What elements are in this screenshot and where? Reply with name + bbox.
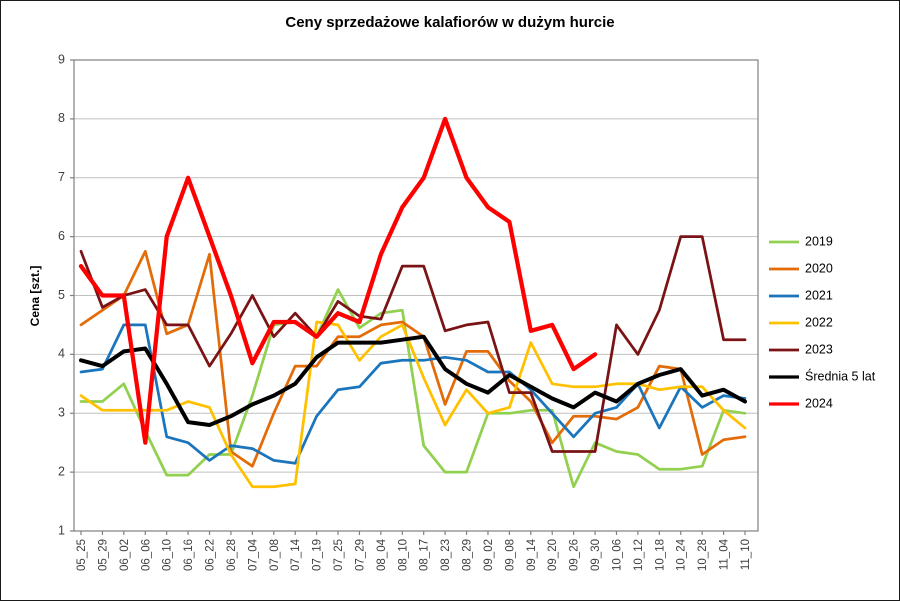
x-tick-label: 06_22 <box>205 539 217 571</box>
series-line-2019 <box>79 288 747 489</box>
chart-title: Ceny sprzedażowe kalafiorów w dużym hurc… <box>285 14 615 31</box>
x-tick-label: 05_29 <box>97 539 109 571</box>
series-line-średnia-5-lat <box>79 334 747 427</box>
x-tick-label: 08_23 <box>440 539 452 571</box>
x-tick-label: 07_25 <box>333 539 345 571</box>
x-tick-label: 07_04 <box>247 538 259 571</box>
x-tick-label: 06_10 <box>162 539 174 571</box>
x-tick-label: 09_02 <box>483 539 495 571</box>
x-tick-label: 07_08 <box>269 539 281 571</box>
x-tick-label: 10_24 <box>676 538 688 571</box>
y-tick-label: 3 <box>58 406 65 420</box>
x-tick-label: 06_16 <box>183 539 195 571</box>
legend-label-2022: 2022 <box>805 315 833 329</box>
legend-label-2021: 2021 <box>805 288 833 302</box>
x-tick-label: 06_02 <box>119 539 131 571</box>
y-tick-label: 9 <box>58 52 65 66</box>
x-tick-label: 09_08 <box>504 539 516 571</box>
y-tick-label: 5 <box>58 288 65 302</box>
x-tick-label: 11_10 <box>740 539 752 570</box>
x-tick-label: 08_04 <box>376 538 388 571</box>
y-tick-label: 2 <box>58 464 65 478</box>
y-tick-label: 7 <box>58 170 65 184</box>
y-tick-label: 8 <box>58 111 65 125</box>
x-tick-label: 11_04 <box>719 538 731 570</box>
x-tick-label: 07_14 <box>290 538 302 571</box>
x-tick-label: 08_29 <box>462 539 474 571</box>
y-tick-label: 6 <box>58 229 65 243</box>
x-tick-label: 09_30 <box>590 539 602 571</box>
y-tick-label: 4 <box>58 347 65 361</box>
x-tick-label: 10_12 <box>633 539 645 571</box>
x-tick-label: 10_18 <box>654 539 666 571</box>
x-tick-label: 10_28 <box>697 539 709 571</box>
legend-label-2020: 2020 <box>805 261 833 275</box>
x-tick-label: 09_14 <box>526 538 538 571</box>
series-line-2020 <box>79 249 747 468</box>
series-line-2024 <box>78 116 598 445</box>
x-tick-label: 08_17 <box>419 539 431 571</box>
series-line-2022 <box>79 320 747 489</box>
x-tick-label: 08_10 <box>397 539 409 571</box>
y-tick-label: 1 <box>58 523 65 537</box>
x-tick-label: 10_06 <box>611 539 623 571</box>
legend-label-2023: 2023 <box>805 342 833 356</box>
x-tick-label: 06_28 <box>226 539 238 571</box>
x-tick-label: 07_19 <box>312 539 324 571</box>
x-tick-label: 06_06 <box>140 539 152 571</box>
legend-label-średnia-5-lat: Średnia 5 lat <box>805 368 876 383</box>
x-tick-label: 07_29 <box>354 539 366 571</box>
legend-label-2019: 2019 <box>805 234 833 248</box>
series-line-2023 <box>79 235 747 453</box>
x-tick-label: 09_26 <box>569 539 581 571</box>
legend-label-2024: 2024 <box>805 396 833 410</box>
x-tick-label: 09_20 <box>547 539 559 571</box>
x-tick-label: 05_25 <box>76 539 88 571</box>
